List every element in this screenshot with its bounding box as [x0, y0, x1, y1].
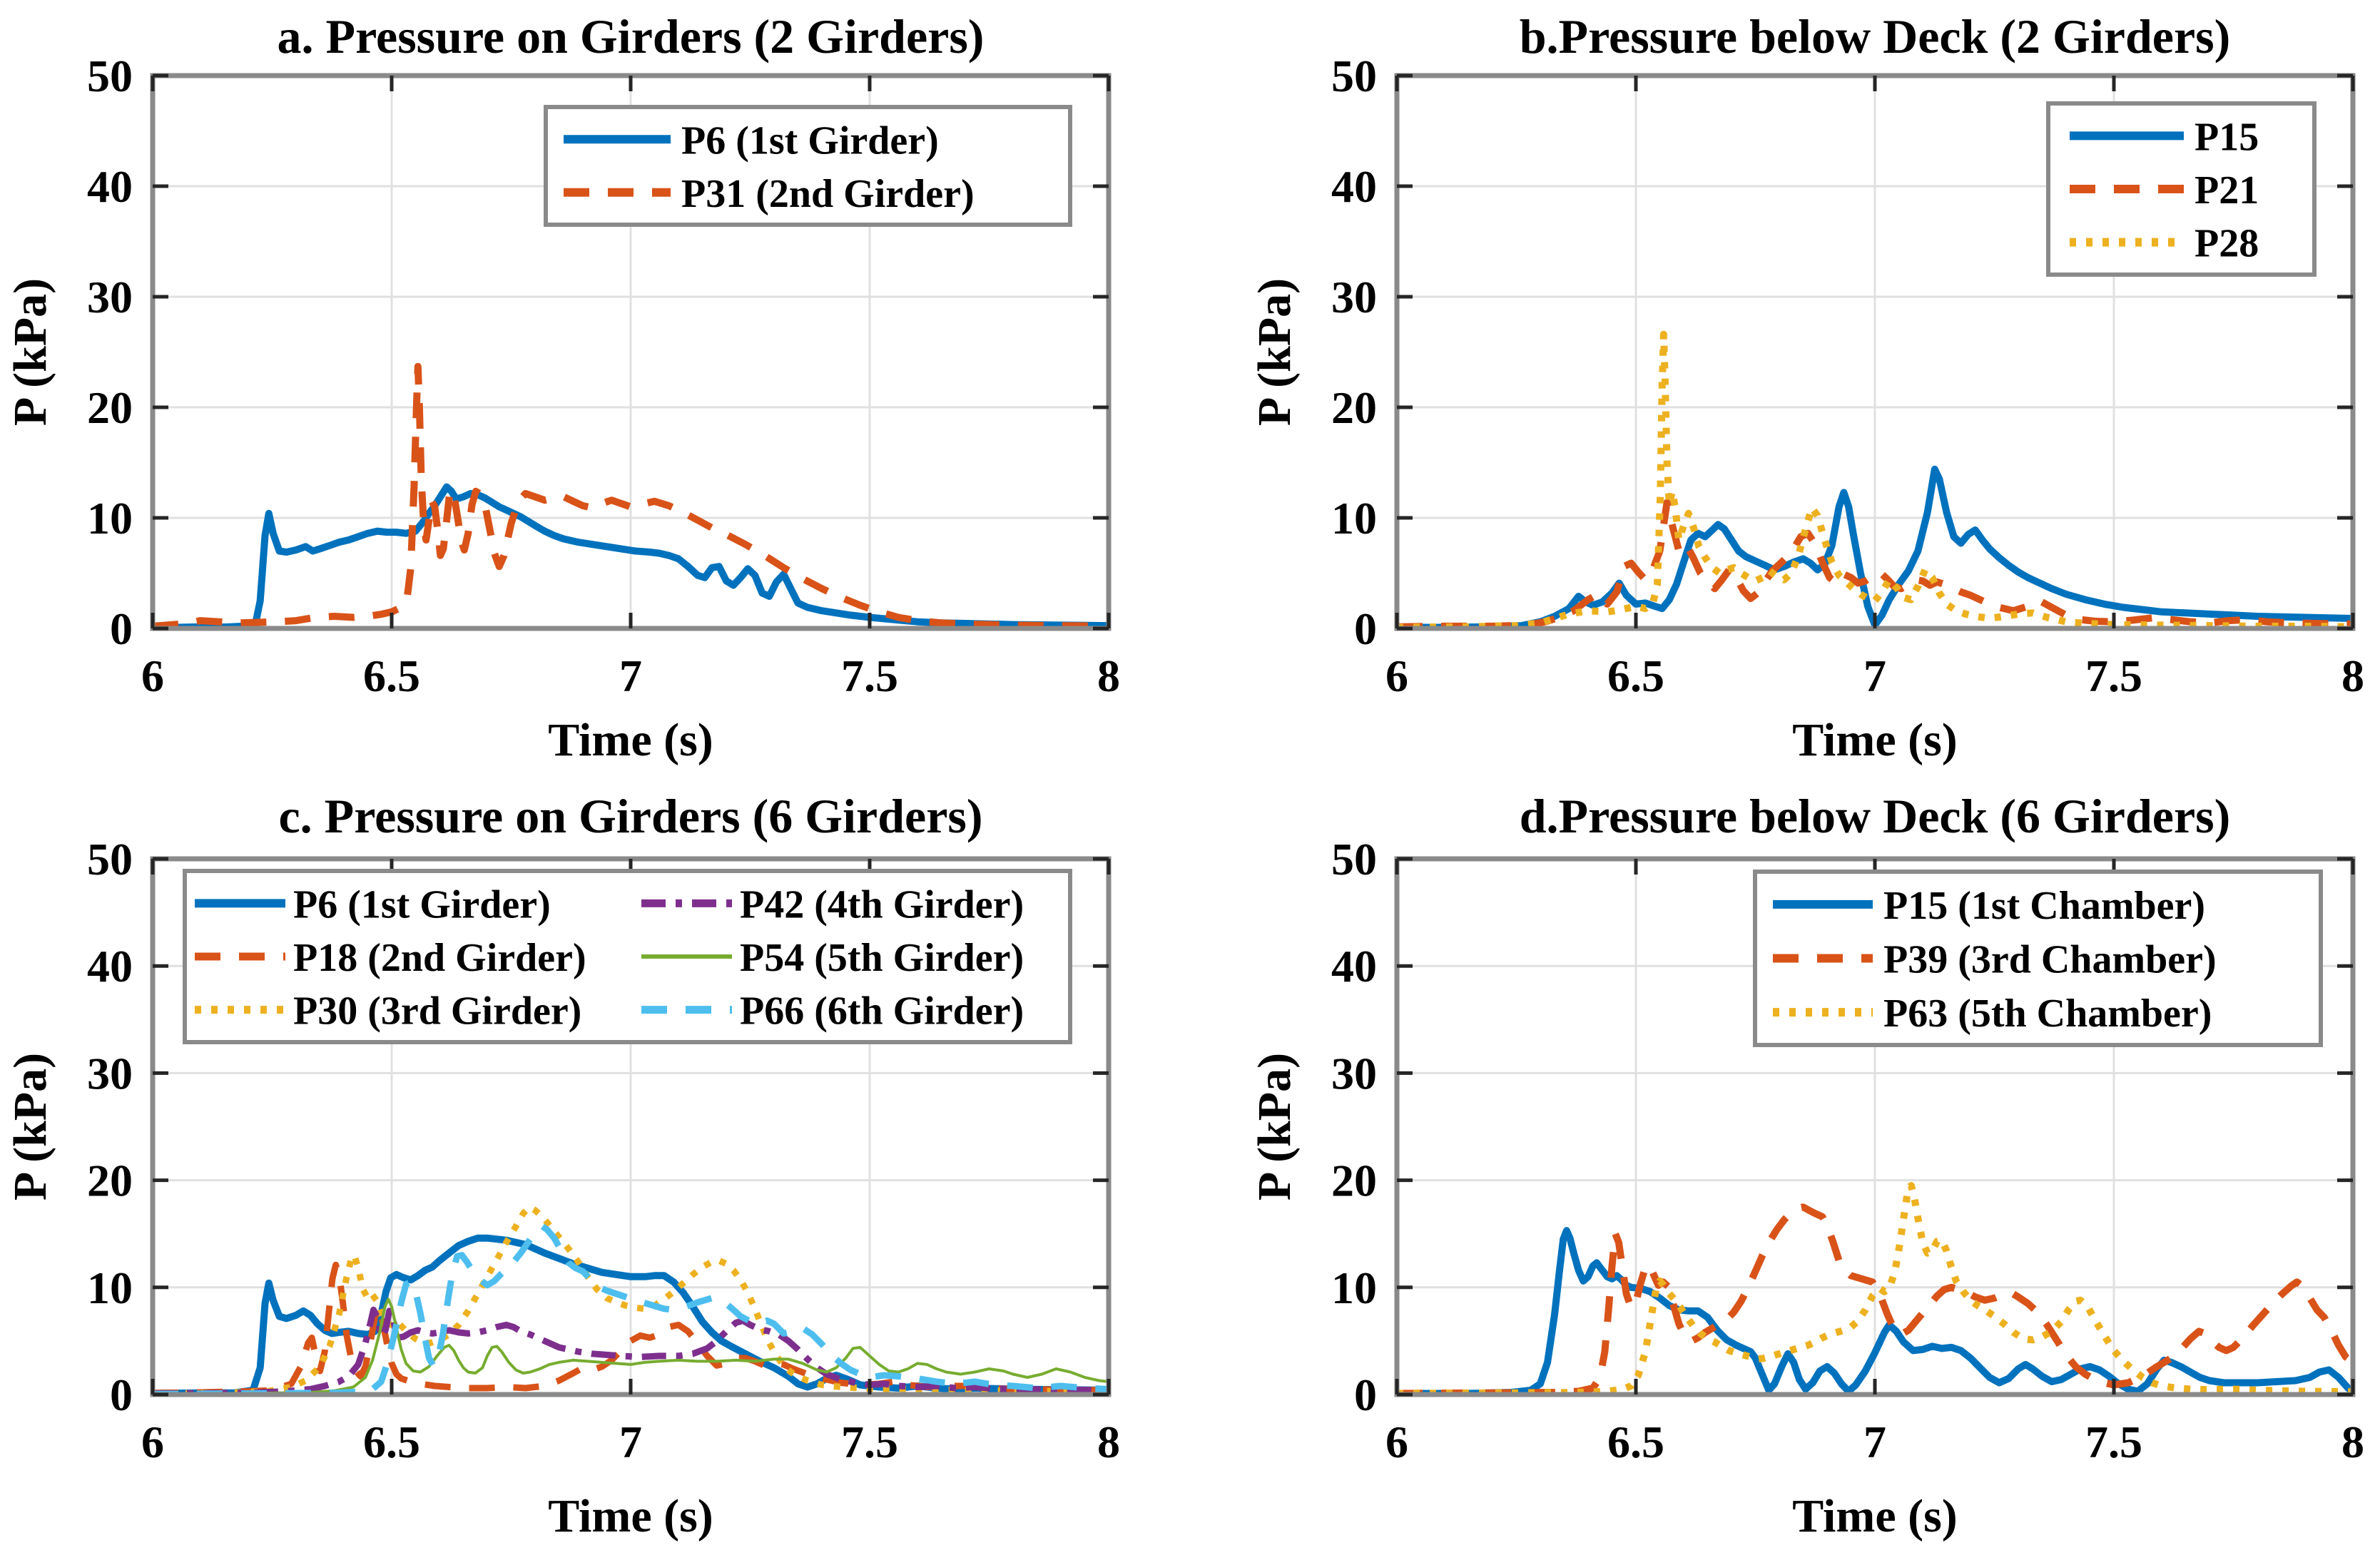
chart-title: b.Pressure below Deck (2 Girders)	[1520, 9, 2231, 63]
y-tick-label: 40	[87, 941, 133, 991]
legend-label: P28	[2195, 222, 2259, 266]
chart-panel-c: 6 6.5 7 7.5 8 0 10 20 30 40 50 c. Pressure on Girde…	[4, 789, 1120, 1542]
series-p30	[153, 1203, 1109, 1395]
x-tick-label: 6.5	[363, 1417, 420, 1467]
legend-label: P39 (3rd Chamber)	[1883, 938, 2217, 982]
legend-label: P30 (3rd Girder)	[293, 989, 581, 1034]
series-p21	[1397, 499, 2353, 628]
y-axis-label: P (kPa)	[4, 1053, 56, 1200]
x-tick-label: 6.5	[363, 651, 420, 701]
x-tick-label: 6	[141, 651, 164, 701]
series-p39	[1397, 1203, 2353, 1395]
legend-label: P6 (1st Girder)	[681, 118, 939, 163]
series-p31	[153, 362, 1109, 628]
chart-title: c. Pressure on Girders (6 Girders)	[278, 789, 982, 843]
y-tick-label: 50	[87, 834, 133, 885]
y-tick-label: 40	[1331, 161, 1377, 212]
y-tick-label: 0	[1354, 603, 1377, 654]
y-tick-label: 30	[1331, 272, 1377, 322]
x-tick-label: 6	[141, 1417, 164, 1467]
chart-title: d.Pressure below Deck (6 Girders)	[1520, 789, 2231, 843]
chart-panel-d: 6 6.5 7 7.5 8 0 10 20 30 40 50 d.Pressure below Dec…	[1249, 789, 2364, 1542]
chart-panel-b: 6 6.5 7 7.5 8 0 10 20 30 40 50 b.Pressure below Dec…	[1249, 9, 2364, 766]
y-tick-label: 50	[87, 51, 133, 101]
legend-label: P42 (4th Girder)	[740, 882, 1024, 927]
x-axis-label: Time (s)	[1792, 1490, 1958, 1542]
y-tick-label: 30	[1331, 1048, 1377, 1098]
chart-panel-a: 6 6.5 7 7.5 8 0 10 20 30 40 50 a. Pressure on Girde…	[4, 9, 1120, 766]
x-tick-label: 8	[2341, 1417, 2364, 1467]
chart-title: a. Pressure on Girders (2 Girders)	[278, 9, 985, 63]
series-p42	[153, 1306, 1109, 1395]
x-tick-label: 8	[1097, 651, 1120, 701]
x-tick-label: 8	[2341, 651, 2364, 701]
series-p18	[153, 1261, 1109, 1395]
y-tick-label: 40	[87, 161, 133, 212]
legend-label: P15	[2195, 115, 2259, 159]
legend-box	[544, 105, 1072, 227]
x-tick-label: 8	[1097, 1417, 1120, 1467]
y-tick-label: 20	[87, 382, 133, 433]
y-tick-label: 50	[1331, 51, 1377, 101]
x-tick-label: 7.5	[841, 1417, 898, 1467]
x-tick-label: 7	[1863, 651, 1886, 701]
legend-label: P63 (5th Chamber)	[1883, 991, 2212, 1036]
series-p54	[153, 1298, 1109, 1395]
y-tick-label: 20	[1331, 382, 1377, 433]
x-axis-label: Time (s)	[548, 1490, 713, 1542]
y-tick-label: 20	[87, 1156, 133, 1206]
y-tick-label: 10	[87, 493, 133, 544]
y-tick-label: 30	[87, 1048, 133, 1098]
y-tick-label: 50	[1331, 834, 1377, 885]
series-p6	[153, 483, 1109, 628]
y-tick-label: 20	[1331, 1156, 1377, 1206]
y-tick-label: 10	[1331, 1263, 1377, 1313]
x-tick-label: 6	[1385, 1417, 1408, 1467]
x-tick-label: 7	[1863, 1417, 1886, 1467]
y-tick-label: 0	[110, 603, 133, 654]
legend-label: P15 (1st Chamber)	[1883, 884, 2205, 928]
y-axis-label: P (kPa)	[1249, 278, 1301, 426]
y-axis-label: P (kPa)	[4, 278, 56, 426]
x-tick-label: 7.5	[841, 651, 898, 701]
x-tick-label: 7	[619, 651, 642, 701]
y-tick-label: 0	[1354, 1370, 1377, 1420]
plot-area	[1397, 330, 2353, 628]
legend-label: P6 (1st Girder)	[293, 882, 551, 927]
series-p15	[1397, 465, 2353, 628]
panel-d: 6 6.5 7 7.5 8 0 10 20 30 40 50 d.Pressure below Dec…	[1190, 782, 2380, 1565]
x-tick-label: 6.5	[1607, 1417, 1664, 1467]
legend-label: P21	[2195, 168, 2259, 213]
y-tick-label: 0	[110, 1370, 133, 1420]
y-tick-label: 40	[1331, 941, 1377, 991]
plot-area	[1397, 1182, 2353, 1395]
x-tick-label: 7	[619, 1417, 642, 1467]
x-tick-label: 6.5	[1607, 651, 1664, 701]
plot-area	[153, 1203, 1109, 1395]
x-axis-label: Time (s)	[1792, 714, 1958, 766]
legend-box	[183, 869, 1072, 1044]
legend-label: P54 (5th Girder)	[740, 936, 1024, 980]
y-tick-label: 10	[1331, 493, 1377, 544]
x-tick-label: 6	[1385, 651, 1408, 701]
y-tick-label: 10	[87, 1263, 133, 1313]
plot-area	[153, 362, 1109, 628]
x-axis-label: Time (s)	[548, 714, 713, 766]
legend-label: P31 (2nd Girder)	[681, 172, 975, 216]
panel-a: 6 6.5 7 7.5 8 0 10 20 30 40 50 a. Pressure on Girde…	[0, 0, 1190, 782]
panel-c: 6 6.5 7 7.5 8 0 10 20 30 40 50 c. Pressure on Girde…	[0, 782, 1190, 1565]
x-tick-label: 7.5	[2085, 1417, 2142, 1467]
legend-label: P66 (6th Girder)	[740, 989, 1024, 1034]
x-tick-label: 7.5	[2085, 651, 2142, 701]
y-tick-label: 30	[87, 272, 133, 322]
series-p28	[1397, 330, 2353, 628]
panel-b: 6 6.5 7 7.5 8 0 10 20 30 40 50 b.Pressure below Dec…	[1190, 0, 2380, 782]
y-axis-label: P (kPa)	[1249, 1053, 1301, 1200]
legend-label: P18 (2nd Girder)	[293, 936, 586, 980]
